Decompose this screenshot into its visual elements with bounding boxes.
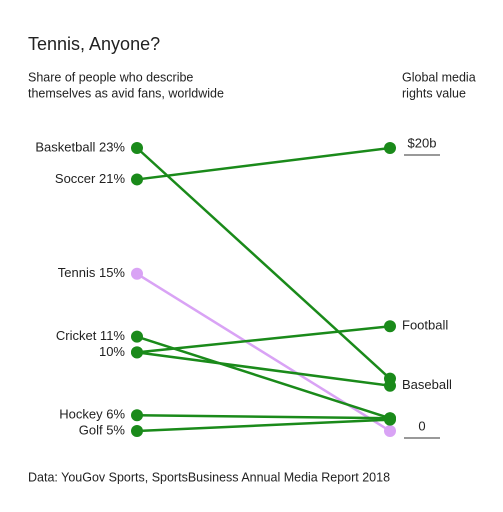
start-dot	[131, 330, 143, 343]
end-dot	[384, 379, 396, 392]
start-label: 10%	[99, 344, 125, 359]
start-dot	[131, 425, 143, 437]
slope-line	[136, 325, 391, 354]
end-label: Baseball	[402, 377, 452, 392]
start-label: Tennis 15%	[58, 265, 126, 280]
start-label: Basketball 23%	[35, 139, 125, 154]
right-axis-label: Global media	[402, 70, 476, 84]
chart-title: Tennis, Anyone?	[28, 34, 160, 54]
source-note: Data: YouGov Sports, SportsBusiness Annu…	[28, 470, 390, 484]
slope-line	[136, 146, 391, 181]
end-dot	[384, 413, 396, 426]
slope-line	[136, 351, 391, 387]
start-dot	[131, 409, 143, 422]
slope-line	[136, 414, 391, 420]
y2-tick-label: 0	[418, 418, 425, 433]
end-dot	[384, 425, 396, 437]
slope-line	[136, 272, 391, 433]
end-dot	[384, 142, 396, 154]
start-dot	[131, 173, 143, 186]
start-label: Cricket 11%	[56, 328, 126, 343]
left-axis-label: Share of people who describe	[28, 70, 193, 84]
start-label: Hockey 6%	[59, 407, 125, 422]
slope-line	[136, 335, 391, 420]
slope-line	[136, 147, 391, 380]
right-axis-label: rights value	[402, 86, 466, 100]
start-dot	[131, 346, 143, 359]
left-axis-label: themselves as avid fans, worldwide	[28, 86, 224, 100]
slope-line	[136, 418, 391, 433]
start-dot	[131, 142, 143, 154]
end-label: Football	[402, 318, 448, 333]
end-dot	[384, 320, 396, 333]
start-dot	[131, 267, 143, 280]
start-label: Golf 5%	[79, 422, 126, 437]
y2-tick-label: $20b	[408, 135, 437, 150]
start-label: Soccer 21%	[55, 171, 126, 186]
